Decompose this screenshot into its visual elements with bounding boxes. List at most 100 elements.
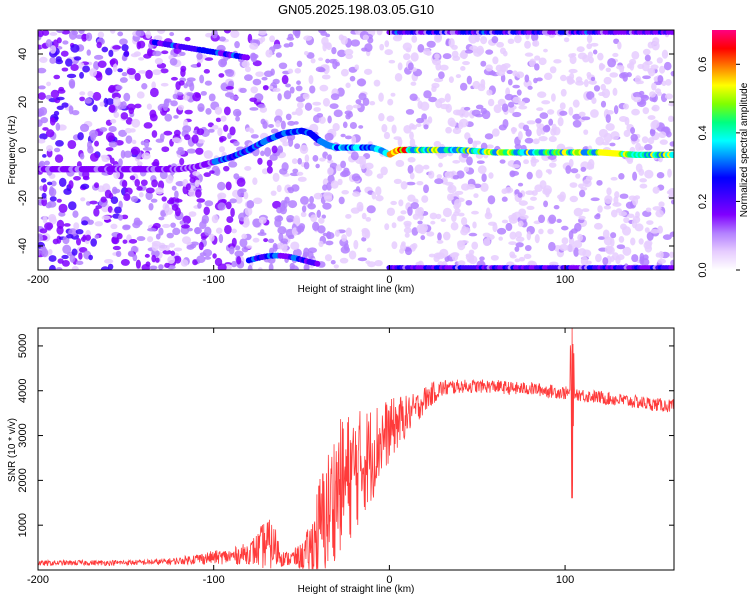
colorbar-ticks: 0.0 0.2 0.4 0.6 [697, 57, 740, 278]
spectrogram-cell [649, 91, 656, 98]
spectrogram-cell [590, 197, 600, 202]
spectrogram-cell [462, 60, 470, 66]
spectrogram-cell [134, 179, 141, 187]
spectrogram-cell [526, 205, 535, 210]
spectrogram-cell [334, 229, 340, 237]
spectrogram-cell [559, 110, 568, 116]
spectrogram-cell [80, 183, 90, 190]
spectrogram-cell [485, 207, 491, 217]
spectrogram-cell [138, 70, 147, 74]
spectrogram-cell [619, 72, 627, 79]
spectrogram-cell [471, 48, 479, 54]
spectrogram-cell [670, 70, 674, 77]
spectrogram-cell [511, 126, 516, 135]
spectrogram-cell [214, 106, 223, 115]
spectrogram-cell [605, 110, 614, 115]
spectrogram-cell [481, 110, 491, 120]
spectrogram-cell [196, 255, 206, 264]
spectrogram-cell [225, 68, 235, 77]
spectrogram-cell [99, 101, 105, 107]
spectrogram-cell [48, 264, 56, 270]
spectrogram-cell [146, 103, 152, 110]
spectrogram-cell [573, 240, 583, 249]
spectrogram-cell [105, 67, 113, 76]
spectrogram-cell [161, 50, 169, 55]
spectrogram-cell [536, 126, 542, 137]
spectrogram-cell [46, 144, 54, 152]
spectrogram-cell [203, 206, 210, 216]
colorbar-tick-label: 0.0 [697, 262, 709, 277]
spectrogram-cell [526, 231, 532, 241]
spectrogram-cell [77, 132, 84, 141]
spectrogram-cell [65, 58, 73, 67]
spectrogram-cell [644, 227, 650, 233]
spectrogram-cell [152, 222, 161, 229]
spectrogram-cell [304, 154, 310, 163]
spectrogram-cell [378, 92, 384, 102]
spectrogram-cell [453, 211, 460, 217]
spectrogram-cell [465, 254, 475, 261]
spectrogram-cell [349, 122, 357, 130]
spectrogram-cell [632, 171, 638, 181]
spectrogram-cell [126, 68, 136, 76]
spectrogram-cell [56, 37, 62, 44]
spectrogram-cell [631, 50, 640, 60]
spectrogram-cell [472, 80, 481, 90]
spectrogram-cell [330, 259, 336, 265]
spectrogram-cell [186, 92, 194, 97]
spectrogram-cell [73, 222, 80, 230]
spectrogram-cell [141, 152, 151, 160]
spectrogram-cell [87, 90, 94, 97]
spectrogram-cell [295, 107, 303, 116]
spectrogram-cell [650, 64, 659, 70]
spectrogram-cell [94, 221, 103, 227]
spectrogram-cell [196, 128, 205, 136]
spectrogram-cell [623, 216, 630, 224]
spectrogram-cell [326, 231, 332, 240]
snr-y-tick-label: 4000 [17, 378, 29, 402]
spectrogram-cell [329, 162, 338, 170]
spectrogram-cell [200, 90, 207, 96]
spectrogram-cell [543, 200, 549, 208]
spectrogram-cell [647, 68, 654, 74]
spectrogram-cell [438, 162, 443, 168]
spectrogram-cell [602, 257, 609, 266]
spectrogram-cell [428, 170, 435, 179]
spectrogram-cell [121, 71, 128, 77]
spectrogram-cell [625, 201, 635, 209]
snr-frame [37, 327, 675, 571]
spectrogram-cell [184, 36, 191, 42]
spectrogram-cell [502, 50, 508, 57]
spectrogram-cell [54, 154, 64, 163]
spectrogram-cell [235, 116, 240, 122]
spectrogram-cell [234, 245, 241, 251]
spectrogram-cell [195, 147, 204, 155]
spectrogram-cell [548, 241, 556, 252]
spectrogram-cell [366, 205, 376, 214]
spectrogram-cell [458, 121, 464, 130]
spectrogram-cell [524, 52, 534, 57]
spectrogram-cell [274, 218, 282, 228]
colorbar-tick-label: 0.6 [697, 57, 709, 72]
spectrogram-cell [244, 165, 252, 171]
spectrogram-cell [132, 254, 138, 262]
snr-y-tick-label: 3000 [17, 423, 29, 447]
spectrogram-cell [322, 64, 330, 75]
spectrogram-cell [339, 257, 349, 264]
spectrogram-cell [309, 85, 316, 94]
spectrogram-y-tick-label: -40 [17, 238, 29, 254]
spectrogram-cell [493, 104, 502, 114]
spectrogram-cell [158, 264, 164, 270]
spectrogram-cell [616, 65, 625, 70]
spectrogram-cell [239, 238, 248, 248]
spectrogram-cell [572, 119, 582, 128]
spectrogram-cell [203, 172, 211, 178]
spectrogram-cell [272, 43, 282, 49]
spectrogram-cell [163, 130, 173, 136]
spectrogram-cell [416, 117, 425, 124]
spectrogram-cell [234, 250, 244, 258]
spectrogram-cell [62, 40, 69, 45]
spectrogram-cell [634, 223, 644, 232]
spectrogram-cell [602, 229, 610, 239]
spectrogram-cell [457, 212, 465, 217]
